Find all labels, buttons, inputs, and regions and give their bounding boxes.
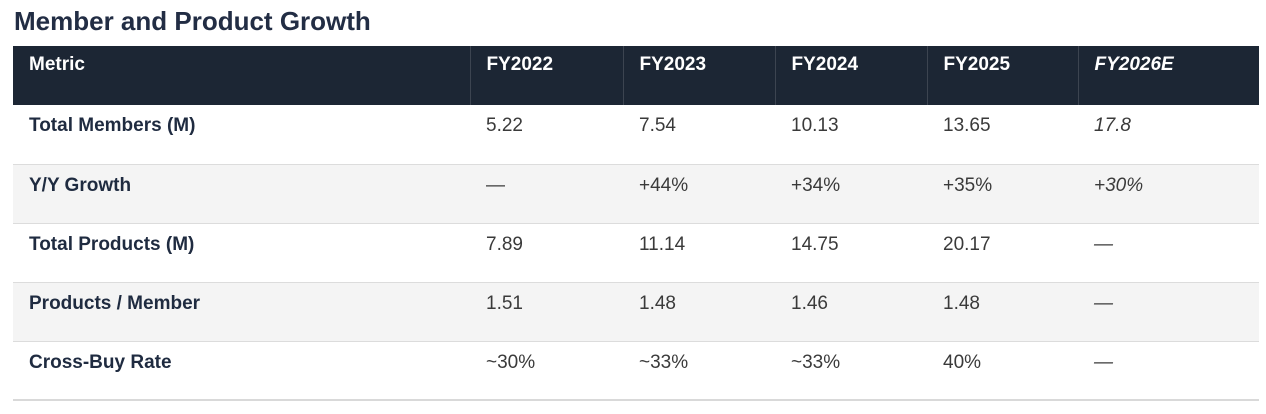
growth-table: Metric FY2022 FY2023 FY2024 FY2025 FY202…: [13, 46, 1259, 401]
table-header-row: Metric FY2022 FY2023 FY2024 FY2025 FY202…: [13, 46, 1259, 105]
value-cell: 13.65: [943, 115, 991, 136]
column-header-fy2024: FY2024: [774, 46, 927, 105]
column-header-metric: Metric: [13, 46, 470, 105]
column-header-fy2025: FY2025: [926, 46, 1078, 105]
value-cell: ~33%: [639, 351, 689, 373]
value-cell: 20.17: [943, 233, 991, 255]
value-cell: 14.75: [791, 233, 839, 255]
value-cell: 10.13: [791, 115, 839, 136]
value-cell-estimate: —: [1094, 292, 1113, 314]
value-cell: 5.22: [486, 115, 523, 136]
value-cell-estimate: —: [1094, 233, 1113, 255]
value-cell-estimate: —: [1094, 351, 1113, 373]
value-cell: —: [486, 174, 505, 196]
column-header-fy2022: FY2022: [469, 46, 623, 105]
value-cell: 7.54: [639, 115, 676, 136]
metric-label: Cross-Buy Rate: [29, 351, 172, 373]
value-cell: 11.14: [639, 233, 686, 255]
value-cell: 7.89: [486, 233, 523, 255]
value-cell: 40%: [943, 351, 982, 373]
value-cell: +34%: [791, 174, 841, 196]
table-row-yy-growth: Y/Y Growth — +44% +34% +35% +30%: [13, 164, 1259, 223]
value-cell: 1.48: [639, 292, 676, 314]
value-cell: ~30%: [486, 351, 536, 373]
table-row-total-products: Total Products (M) 7.89 11.14 14.75 20.1…: [13, 223, 1259, 282]
value-cell: ~33%: [791, 351, 841, 373]
table-row-products-per-member: Products / Member 1.51 1.48 1.46 1.48 —: [13, 282, 1259, 341]
value-cell: +35%: [943, 174, 993, 196]
value-cell: 1.51: [486, 292, 523, 314]
metric-label: Total Products (M): [29, 233, 195, 255]
metric-label: Y/Y Growth: [29, 174, 132, 196]
table-row-total-members: Total Members (M) 5.22 7.54 10.13 13.65 …: [13, 105, 1259, 164]
column-header-fy2026e: FY2026E: [1077, 46, 1259, 105]
column-header-fy2023: FY2023: [622, 46, 775, 105]
value-cell: 1.48: [943, 292, 980, 314]
value-cell: 1.46: [791, 292, 828, 314]
metric-label: Total Members (M): [29, 115, 196, 136]
value-cell-estimate: +30%: [1094, 174, 1144, 196]
metric-label: Products / Member: [29, 292, 201, 314]
value-cell-estimate: 17.8: [1094, 115, 1131, 136]
value-cell: +44%: [639, 174, 689, 196]
table-row-cross-buy-rate: Cross-Buy Rate ~30% ~33% ~33% 40% —: [13, 341, 1259, 400]
page-title: Member and Product Growth: [14, 6, 371, 36]
